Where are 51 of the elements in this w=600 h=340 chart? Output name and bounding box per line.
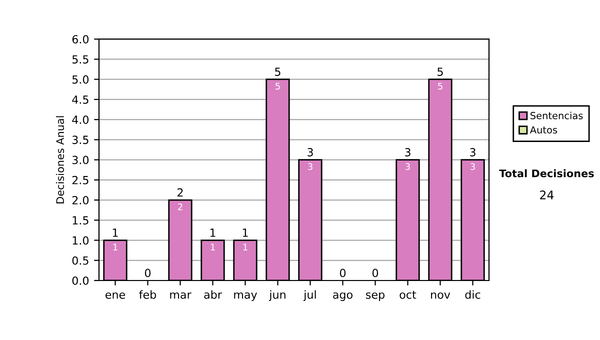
total-label: 1 [112, 228, 118, 237]
x-tick-label: nov [431, 292, 450, 299]
x-tick-label: oct [400, 290, 416, 299]
total-label: 5 [275, 68, 280, 76]
x-tick-label: may [234, 292, 258, 301]
total-label: 3 [405, 148, 410, 156]
data-label: 2 [178, 203, 182, 210]
text: 4.5 [72, 96, 88, 104]
text: 6.0 [72, 35, 89, 44]
y-axis-title: Decisiones Anual [56, 116, 64, 204]
total-label: 3 [308, 148, 313, 156]
x-tick-label: jul [303, 290, 316, 301]
x-tick-label: abr [204, 290, 222, 299]
text: 5.0 [72, 75, 89, 84]
total-label: 0 [372, 268, 378, 278]
text: 24 [540, 190, 554, 200]
legend-label: Sentencias [530, 112, 583, 120]
x-tick-label: ago [333, 292, 352, 301]
total-label: 1 [242, 228, 248, 237]
text: 1.5 [72, 216, 88, 225]
data-label: 1 [113, 244, 118, 250]
x-tick-label: dic [465, 290, 480, 299]
data-label: 1 [210, 244, 215, 250]
legend-label: Autos [530, 126, 558, 134]
text: 2.0 [72, 196, 89, 204]
text: 2.5 [72, 176, 88, 184]
text: 5.5 [72, 55, 88, 64]
total-label: 2 [178, 188, 183, 197]
text: 0.5 [72, 256, 88, 265]
data-label: 3 [406, 163, 410, 170]
data-label: 1 [243, 244, 248, 250]
text: 0.0 [72, 276, 89, 285]
text: 4.0 [72, 116, 89, 124]
x-tick-label: sep [366, 292, 384, 301]
x-tick-label: ene [106, 292, 126, 299]
total-label: 0 [144, 268, 151, 278]
x-tick-label: mar [170, 292, 192, 299]
x-tick-label: feb [139, 290, 156, 299]
data-label: 5 [438, 82, 442, 90]
total-label: 5 [438, 68, 443, 76]
total-label: 1 [210, 228, 216, 237]
text: 1.0 [72, 236, 89, 245]
total-label: 0 [340, 268, 346, 278]
text: 3.0 [72, 156, 89, 164]
text: Total Decisiones [499, 169, 594, 178]
data-label: 3 [308, 163, 312, 170]
x-tick-label: jun [268, 290, 286, 301]
total-label: 3 [470, 148, 476, 156]
text: 3.5 [72, 136, 88, 144]
data-label: 3 [470, 163, 475, 170]
data-label: 5 [276, 82, 280, 90]
